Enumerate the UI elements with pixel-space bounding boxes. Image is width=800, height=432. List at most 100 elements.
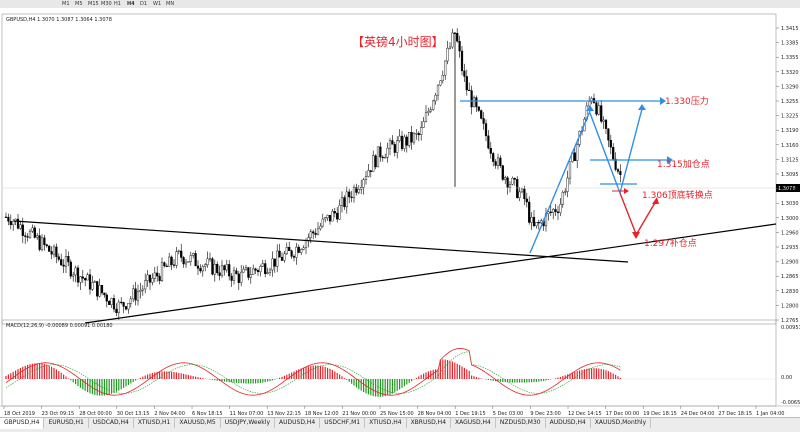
- candle-body: [165, 265, 168, 267]
- time-tick-label: 18 Nov 12:00: [305, 411, 339, 417]
- candle-body: [148, 274, 152, 283]
- chart-tab[interactable]: XAUUSD,Monthly: [591, 418, 652, 428]
- candle-body: [132, 288, 135, 300]
- candle-body: [355, 187, 358, 193]
- candle-body: [19, 224, 22, 229]
- candle-body: [415, 133, 418, 135]
- candle-body: [602, 119, 605, 122]
- timeframe-button-m5[interactable]: M5: [75, 1, 83, 7]
- price-tick-label: 1.3385: [781, 41, 799, 47]
- candle-body: [316, 228, 320, 235]
- chart-tab[interactable]: XTIUSD,H1: [134, 418, 176, 428]
- timeframe-button-h1[interactable]: H1: [114, 1, 121, 7]
- candle-body: [249, 274, 252, 278]
- timeframe-button-mn[interactable]: MN: [166, 1, 175, 7]
- timeframe-button-w1[interactable]: W1: [153, 1, 162, 7]
- candle-body: [247, 267, 250, 278]
- candle-body: [465, 76, 468, 91]
- candle-body: [290, 250, 293, 257]
- candle-body: [115, 308, 118, 313]
- chart-tab[interactable]: EURUSD,H1: [44, 418, 89, 428]
- timeframe-button-m1[interactable]: M1: [62, 1, 70, 7]
- candle-body: [69, 261, 72, 277]
- price-tick-label: 1.3290: [781, 84, 799, 90]
- price-chart[interactable]: 1.3078 GBPUSD,H4 1.3070 1.3087 1.3064 1.…: [0, 8, 800, 417]
- chart-tab[interactable]: NZDUSD,M30: [496, 418, 546, 428]
- timeframe-button-m30[interactable]: M30: [101, 1, 112, 7]
- candle-body: [36, 235, 39, 238]
- timeframe-button-h4[interactable]: H4: [127, 1, 135, 7]
- candle-body: [50, 251, 53, 255]
- chart-window[interactable]: 1.3078 GBPUSD,H4 1.3070 1.3087 1.3064 1.…: [0, 8, 800, 417]
- candle-body: [194, 253, 197, 267]
- chart-tab[interactable]: GBPUSD,H4: [0, 418, 45, 429]
- annotation-add-point: 1.315加仓点: [657, 158, 710, 170]
- time-tick-label: 19 Dec 18:15: [643, 411, 677, 417]
- candle-body: [468, 89, 471, 92]
- macd-axis: 0.00951 0.00 -0.00653: [781, 325, 800, 406]
- candle-body: [86, 274, 89, 281]
- candle-body: [38, 235, 41, 250]
- macd-tick-label: -0.00653: [781, 400, 800, 406]
- candle-body: [43, 237, 46, 245]
- candle-body: [386, 147, 389, 158]
- chart-tab[interactable]: XBRUSD,H4: [407, 418, 452, 428]
- ascending-trendline[interactable]: [84, 223, 777, 324]
- candle-body: [561, 191, 564, 205]
- descending-trendline[interactable]: [13, 220, 629, 263]
- candle-body: [151, 278, 154, 283]
- candle-body: [79, 276, 82, 283]
- candle-body: [146, 274, 149, 281]
- candle-body: [244, 267, 248, 270]
- price-axis: 1.3415 1.3385 1.3355 1.3320 1.3290 1.3255 1.32…: [776, 26, 799, 324]
- chart-tab[interactable]: AUDUSD,H4: [546, 418, 591, 428]
- candle-body: [252, 268, 255, 275]
- candle-body: [576, 144, 579, 161]
- candle-body: [235, 270, 238, 275]
- candle-body: [84, 278, 87, 281]
- candle-body: [285, 247, 288, 255]
- candle-body: [139, 290, 142, 292]
- time-tick-label: 5 Dec 03:00: [493, 411, 523, 417]
- timeframe-button-d1[interactable]: D1: [140, 1, 148, 7]
- candle-body: [379, 146, 382, 158]
- time-tick-label: 27 Dec 18:15: [718, 411, 752, 417]
- candle-body: [112, 298, 116, 310]
- candle-body: [16, 218, 20, 229]
- candle-body: [420, 127, 423, 136]
- candle-body: [472, 97, 476, 108]
- candle-body: [45, 244, 48, 247]
- time-tick-label: 25 Nov 15:00: [380, 411, 414, 417]
- candle-body: [208, 258, 212, 260]
- candle-body: [283, 253, 286, 261]
- time-axis: 18 Oct 2019 23 Oct 09:15 28 Oct 00:00 30 Oc…: [3, 406, 784, 417]
- chart-tab[interactable]: XAUUSD,M5: [175, 418, 221, 428]
- chart-tab[interactable]: XAGUSD,H4: [451, 418, 496, 428]
- candle-body: [520, 188, 524, 193]
- candle-body: [163, 262, 166, 267]
- candle-body: [264, 263, 267, 274]
- candle-body: [436, 84, 440, 96]
- price-tick-label: 1.2935: [781, 245, 799, 251]
- timeframe-button-m15[interactable]: M15: [88, 1, 99, 7]
- candle-body: [439, 80, 442, 86]
- candle-body: [480, 110, 483, 119]
- candle-body: [172, 264, 176, 266]
- chart-tab[interactable]: USDCHF,M1: [320, 418, 366, 428]
- chart-tab[interactable]: USDCAD,H4: [89, 418, 134, 428]
- candle-body: [321, 218, 324, 227]
- candle-body: [254, 268, 257, 271]
- chart-tab[interactable]: AUDUSD,H4: [275, 418, 321, 428]
- price-tick-label: 1.3415: [781, 26, 799, 32]
- chart-tab[interactable]: USDJPY,Weekly: [221, 418, 275, 428]
- chart-tab[interactable]: XTIUSD,H4: [365, 418, 407, 428]
- candle-body: [573, 152, 576, 161]
- candlestick-series: [4, 28, 622, 320]
- candle-body: [348, 191, 351, 198]
- candle-body: [324, 217, 327, 220]
- candle-body: [300, 249, 303, 253]
- candle-body: [225, 264, 228, 271]
- candle-body: [333, 211, 336, 214]
- candle-body: [475, 97, 478, 108]
- candle-body: [444, 60, 447, 76]
